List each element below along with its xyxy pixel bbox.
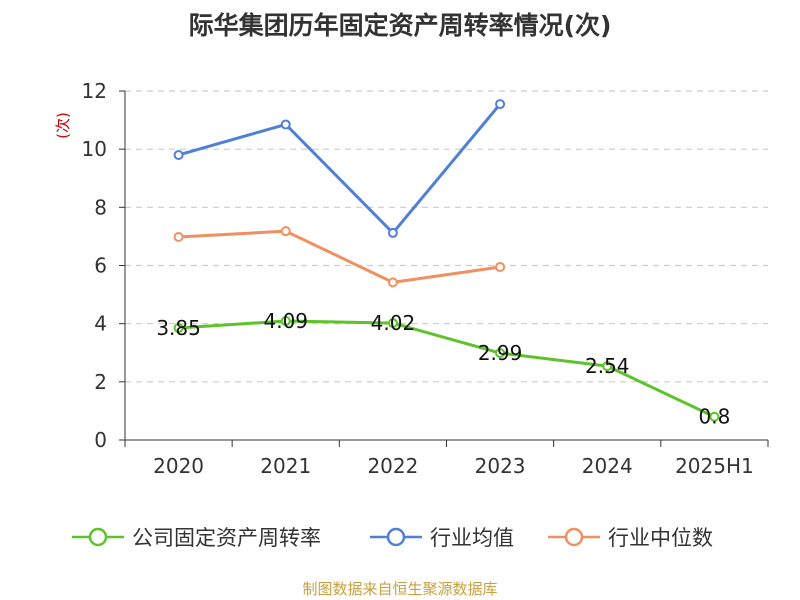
data-point: [602, 361, 613, 372]
data-point: [387, 277, 398, 288]
y-tick-label: 6: [94, 254, 107, 278]
data-labels: 3.85 4.09 4.02 2.99 2.54 0.8: [156, 309, 730, 429]
legend-item-company[interactable]: 公司固定资产周转率: [72, 522, 321, 552]
series-line-1: [178, 103, 502, 235]
y-tick-label: 2: [94, 370, 107, 394]
legend-item-industry-median[interactable]: 行业中位数: [548, 522, 713, 552]
series-line-2: [178, 229, 501, 284]
x-tick-label: 2022: [367, 454, 418, 478]
data-point: [173, 323, 184, 334]
data-point: [280, 226, 291, 237]
data-point: [280, 316, 291, 327]
x-tick-label: 2024: [582, 454, 633, 478]
data-label: 2.99: [478, 341, 523, 365]
legend-item-industry-mean[interactable]: 行业均值: [370, 522, 514, 552]
series-lines: [173, 99, 720, 422]
legend-label: 行业中位数: [608, 526, 713, 550]
axes: 0 2 4 6 8 10 12 2020 2021 2022 2023 2024 2025H1 (次): [54, 79, 769, 478]
data-label: 3.85: [156, 316, 201, 340]
data-point: [387, 227, 398, 238]
data-point: [495, 99, 506, 110]
y-axis-label: (次): [54, 112, 72, 139]
x-tick-label: 2023: [475, 454, 526, 478]
grid-lines: [125, 90, 768, 383]
y-tick-label: 10: [82, 137, 107, 161]
data-point: [173, 149, 184, 160]
legend: 公司固定资产周转率 行业均值 行业中位数: [0, 522, 800, 552]
y-tick-label: 0: [94, 428, 107, 452]
data-label: 4.09: [263, 309, 308, 333]
x-tick-label: 2021: [260, 454, 311, 478]
x-tick-label: 2025H1: [675, 454, 754, 478]
data-point: [709, 411, 720, 422]
data-point: [173, 231, 184, 242]
y-tick-label: 12: [82, 79, 107, 103]
data-label: 0.8: [699, 405, 731, 429]
legend-label: 公司固定资产周转率: [132, 526, 321, 550]
chart-title: 际华集团历年固定资产周转率情况(次): [188, 11, 612, 40]
y-tick-label: 8: [94, 195, 107, 219]
data-point: [280, 119, 291, 130]
data-label: 4.02: [371, 311, 416, 335]
data-point: [387, 318, 398, 329]
y-tick-label: 4: [94, 312, 107, 336]
series-line-0: [178, 319, 716, 419]
data-label: 2.54: [585, 354, 630, 378]
x-tick-label: 2020: [153, 454, 204, 478]
source-note: 制图数据来自恒生聚源数据库: [302, 580, 498, 598]
data-point: [495, 348, 506, 359]
legend-label: 行业均值: [430, 526, 514, 550]
data-point: [495, 261, 506, 272]
